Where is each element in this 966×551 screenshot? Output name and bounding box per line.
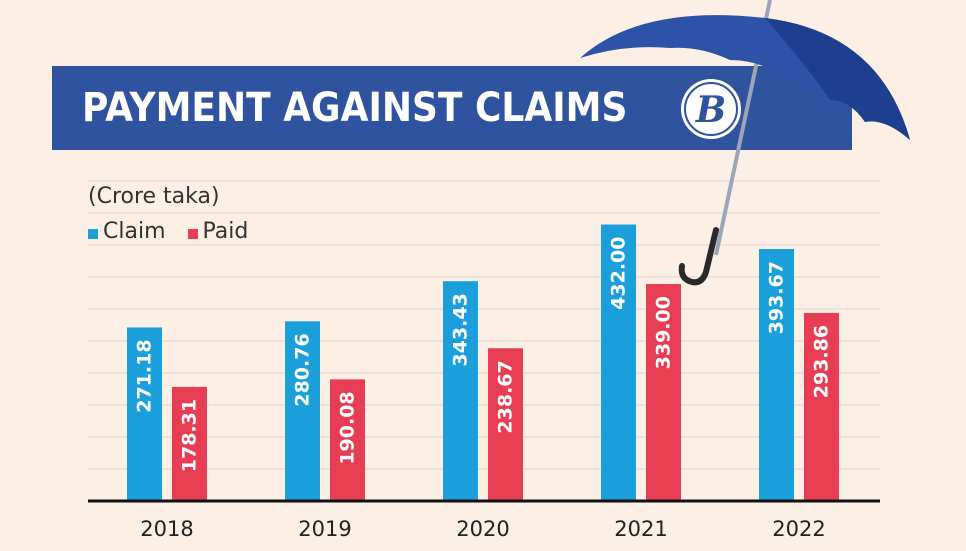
svg-text:B: B bbox=[695, 89, 726, 131]
x-tick-label-2018: 2018 bbox=[140, 517, 193, 541]
legend-label-paid: Paid bbox=[202, 219, 249, 244]
bar-claim-2019 bbox=[285, 321, 320, 501]
bars: 271.18 178.31 280.76 190.08 343.43 238.67 432.… bbox=[127, 224, 839, 501]
x-tick-label-2022: 2022 bbox=[772, 517, 825, 541]
legend-swatch-paid bbox=[187, 228, 198, 239]
gridlines bbox=[88, 180, 880, 470]
unit-label: (Crore taka) bbox=[88, 184, 220, 209]
title-banner: PAYMENT AGAINST CLAIMS B bbox=[52, 66, 852, 150]
bar-claim-2020 bbox=[443, 281, 478, 501]
x-tick-label-2019: 2019 bbox=[298, 517, 351, 541]
bar-claim-2022 bbox=[759, 249, 794, 501]
legend-item-paid: Paid bbox=[187, 219, 249, 244]
legend: Claim Paid bbox=[88, 219, 248, 244]
page-title: PAYMENT AGAINST CLAIMS bbox=[82, 85, 628, 131]
data-label-claim-2018: 271.18 bbox=[134, 339, 156, 412]
data-label-paid-2021: 339.00 bbox=[653, 296, 675, 369]
legend-swatch-claim bbox=[88, 228, 98, 239]
data-label-claim-2020: 343.43 bbox=[450, 293, 472, 366]
data-label-paid-2019: 190.08 bbox=[337, 391, 359, 464]
legend-item-claim: Claim bbox=[88, 219, 166, 244]
x-tick-labels: 2018 2019 2020 2021 2022 bbox=[140, 517, 825, 541]
data-label-paid-2020: 238.67 bbox=[495, 360, 517, 433]
x-tick-label-2020: 2020 bbox=[456, 517, 509, 541]
x-tick-label-2021: 2021 bbox=[614, 517, 667, 541]
data-label-paid-2022: 293.86 bbox=[811, 325, 833, 398]
b-logo-icon: B bbox=[681, 79, 741, 139]
data-label-claim-2021: 432.00 bbox=[608, 237, 630, 310]
bar-claim-2021 bbox=[601, 224, 636, 501]
bar-paid-2020 bbox=[488, 348, 523, 501]
data-label-paid-2018: 178.31 bbox=[179, 399, 201, 472]
bar-paid-2018 bbox=[172, 386, 207, 501]
data-label-claim-2022: 393.67 bbox=[766, 261, 788, 334]
bar-paid-2021 bbox=[646, 284, 681, 501]
bar-paid-2022 bbox=[804, 312, 839, 501]
umbrella-icon bbox=[580, 0, 910, 286]
bar-claim-2018 bbox=[127, 327, 162, 501]
bar-paid-2019 bbox=[330, 379, 365, 501]
data-label-claim-2019: 280.76 bbox=[292, 333, 314, 406]
legend-label-claim: Claim bbox=[103, 219, 166, 244]
